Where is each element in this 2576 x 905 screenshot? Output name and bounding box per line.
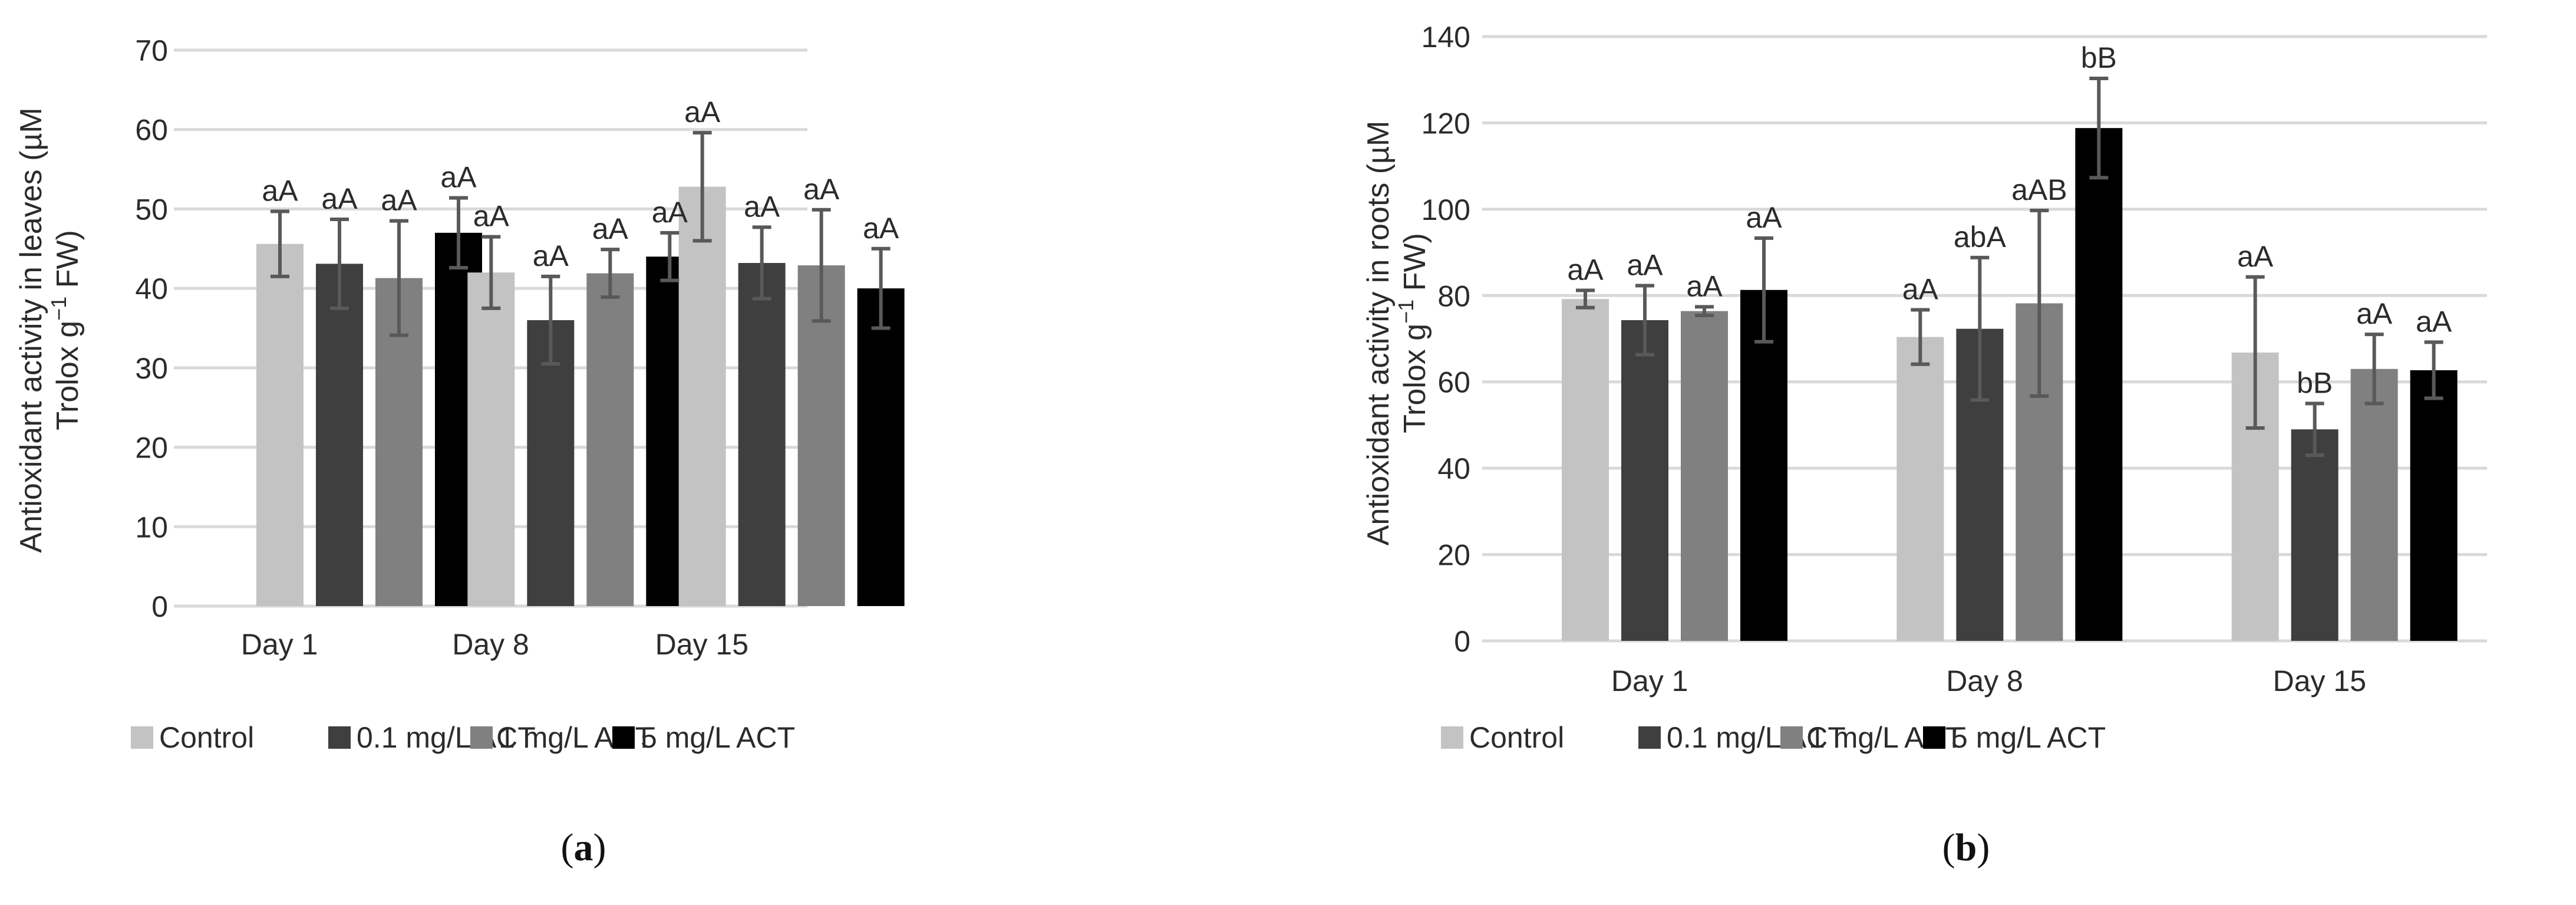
bar	[678, 186, 726, 606]
data-label: aA	[1567, 254, 1604, 287]
panel-label-b: (b)	[1942, 826, 1990, 869]
bar	[1740, 289, 1787, 641]
y-tick-label: 60	[1437, 366, 1470, 399]
y-tick-label: 40	[1437, 452, 1470, 485]
y-tick-label: 20	[1437, 539, 1470, 572]
x-tick-label: Day 1	[1611, 664, 1688, 697]
bar	[2350, 368, 2398, 641]
data-label: aA	[2237, 240, 2274, 273]
data-label: aA	[592, 212, 629, 245]
y-tick-label: 30	[135, 352, 168, 385]
legend-swatch	[612, 726, 635, 749]
y-axis-label-line1: Antioxidant activity in leaves (µM	[14, 107, 48, 552]
legend-label: 0.1 mg/L ACT	[1667, 721, 1846, 754]
data-label: aA	[262, 174, 298, 207]
bar	[527, 320, 575, 606]
legend-swatch	[1638, 726, 1661, 749]
bar	[1681, 311, 1728, 641]
y-tick-label: 80	[1437, 279, 1470, 312]
y-tick-label: 140	[1421, 21, 1470, 54]
chart-b-roots: Antioxidant activity in roots (µM Trolox…	[1361, 21, 2487, 754]
legend-swatch	[1923, 726, 1945, 749]
x-tick-label: Day 8	[452, 628, 529, 661]
y-tick-label: 0	[151, 590, 168, 623]
data-label: aA	[321, 182, 358, 215]
data-label: aAB	[2011, 173, 2067, 206]
data-label: abA	[1954, 221, 2007, 254]
panel-label-a: (a)	[560, 826, 606, 869]
y-tick-label: 40	[135, 272, 168, 305]
y-tick-label: 20	[135, 432, 168, 465]
data-label: aA	[1746, 201, 1782, 234]
data-label: aA	[744, 190, 780, 223]
y-tick-label: 120	[1421, 107, 1470, 140]
bar	[738, 263, 786, 606]
data-label: aA	[1902, 272, 1939, 305]
data-label: aA	[803, 173, 840, 206]
bar	[2075, 128, 2123, 641]
data-label: bB	[2297, 366, 2333, 399]
chart-a-leaves: Antioxidant activity in leaves (µM Trolo…	[14, 34, 905, 754]
y-tick-label: 60	[135, 114, 168, 147]
data-label: aA	[863, 212, 899, 245]
data-label: aA	[652, 196, 688, 229]
y-tick-label: 100	[1421, 193, 1470, 226]
panel-b-roots: Antioxidant activity in roots (µM Trolox…	[1288, 0, 2576, 905]
legend-label: 5 mg/L ACT	[641, 721, 795, 754]
bar	[467, 272, 515, 606]
x-tick-label: Day 15	[2273, 664, 2366, 697]
y-axis-label-line2: Trolox g−1 FW)	[1394, 233, 1433, 433]
y-axis-label-line2: Trolox g−1 FW)	[47, 230, 85, 430]
legend-swatch	[131, 726, 153, 749]
bar	[857, 288, 905, 607]
data-label: bB	[2081, 41, 2117, 74]
legend-swatch	[470, 726, 493, 749]
legend-label: 0.1 mg/L ACT	[357, 721, 536, 754]
data-label: aA	[473, 200, 510, 233]
legend-swatch	[1441, 726, 1463, 749]
bar	[586, 273, 634, 607]
data-label: aA	[1627, 248, 1663, 281]
legend-swatch	[328, 726, 351, 749]
bar	[316, 264, 363, 606]
bar	[1562, 299, 1609, 641]
legend-label: Control	[1469, 721, 1564, 754]
y-tick-label: 70	[135, 34, 168, 67]
x-tick-label: Day 8	[1946, 664, 2023, 697]
x-tick-label: Day 1	[241, 628, 318, 661]
panel-a-leaves: Antioxidant activity in leaves (µM Trolo…	[14, 34, 905, 869]
legend-label: Control	[159, 721, 254, 754]
legend-label: 5 mg/L ACT	[1951, 721, 2106, 754]
data-label: aA	[440, 161, 477, 194]
bar	[1621, 320, 1668, 641]
data-label: aA	[2356, 297, 2393, 330]
data-label: aA	[1686, 269, 1723, 302]
bar	[256, 243, 304, 606]
bar	[1896, 337, 1944, 641]
data-label: aA	[2416, 305, 2452, 338]
bar	[2291, 429, 2338, 641]
y-tick-label: 50	[135, 193, 168, 226]
y-tick-label: 10	[135, 511, 168, 544]
data-label: aA	[684, 96, 721, 129]
data-label: aA	[533, 239, 569, 272]
bar	[2410, 370, 2458, 641]
y-tick-label: 0	[1454, 625, 1470, 658]
x-tick-label: Day 15	[655, 628, 748, 661]
y-axis-label-line1: Antioxidant activity in roots (µM	[1361, 121, 1396, 546]
legend-swatch	[1780, 726, 1803, 749]
data-label: aA	[381, 184, 417, 217]
